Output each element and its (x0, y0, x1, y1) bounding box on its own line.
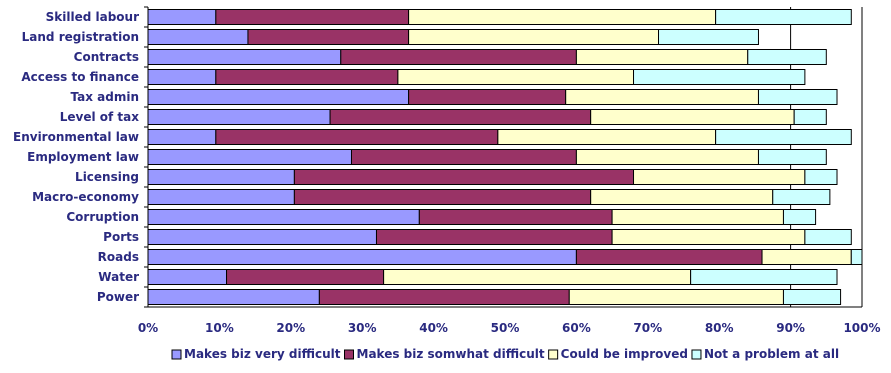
x-tick-label: 70% (633, 321, 662, 335)
bar-segment (340, 49, 577, 65)
x-tick-label: 10% (205, 321, 234, 335)
bar-segment (747, 49, 827, 65)
legend-swatch (344, 349, 354, 360)
category-label: Roads (98, 250, 139, 264)
bar-segment (147, 229, 377, 245)
category-label: Tax admin (70, 90, 139, 104)
category-label: Level of tax (60, 110, 140, 124)
bar-segment (147, 289, 320, 305)
legend-swatch (691, 349, 702, 360)
legend-label: Not a problem at all (704, 347, 839, 361)
x-tick-label: 80% (705, 321, 734, 335)
bar-segment (757, 149, 827, 165)
x-axis-tick-labels: 0% 10% 20% 30% 40% 50% 60% 70% 80% 90% 100% (138, 321, 881, 335)
bar-segment (147, 89, 410, 105)
bar-segment (611, 209, 784, 225)
legend: Makes biz very difficult Makes biz somwha… (171, 347, 839, 361)
bar-segment (147, 69, 217, 85)
bar-segment (147, 189, 295, 205)
category-label: Licensing (75, 170, 139, 184)
bar-segment (772, 189, 831, 205)
bar-segment (293, 189, 592, 205)
x-tick-label: 100% (843, 321, 880, 335)
bar-segment (215, 69, 399, 85)
category-labels: Skilled labour Land registration Contracts… (13, 10, 139, 304)
bars (147, 9, 863, 305)
bar-segment (318, 289, 570, 305)
x-tick-label: 50% (491, 321, 520, 335)
bar-segment (590, 189, 774, 205)
bar-segment (575, 249, 763, 265)
bar-segment (804, 229, 852, 245)
bar-segment (715, 129, 852, 145)
bar-segment (147, 129, 217, 145)
x-tick-label: 30% (348, 321, 377, 335)
bar-segment (293, 169, 635, 185)
bar-segment (633, 169, 806, 185)
bar-segment (715, 9, 852, 25)
legend-swatch (548, 349, 559, 360)
legend-label: Could be improved (561, 347, 688, 361)
category-label: Macro-economy (32, 190, 139, 204)
bar-segment (590, 109, 795, 125)
bar-segment (418, 209, 613, 225)
bar-segment (611, 229, 806, 245)
bar-segment (408, 9, 717, 25)
bar-segment (226, 269, 385, 285)
legend-label: Makes biz very difficult (184, 347, 341, 361)
bar-segment (329, 109, 592, 125)
bar-segment (690, 269, 838, 285)
x-tick-label: 0% (138, 321, 158, 335)
bar-segment (147, 249, 577, 265)
category-label: Access to finance (21, 70, 139, 84)
bar-segment (408, 89, 567, 105)
bar-segment (147, 209, 420, 225)
category-label: Environmental law (13, 130, 139, 144)
bar-segment (147, 49, 342, 65)
bar-segment (757, 89, 838, 105)
bar-segment (575, 49, 749, 65)
bar-segment (497, 129, 717, 145)
bar-segment (147, 149, 352, 165)
bar-segment (215, 9, 410, 25)
bar-segment (565, 89, 759, 105)
bar-segment (568, 289, 784, 305)
bar-segment (782, 209, 817, 225)
category-label: Skilled labour (46, 10, 139, 24)
bar-segment (575, 149, 759, 165)
bar-segment (658, 29, 759, 45)
bar-segment (850, 249, 863, 265)
category-label: Employment law (27, 150, 139, 164)
bar-segment (793, 109, 827, 125)
bar-segment (761, 249, 852, 265)
x-tick-label: 40% (419, 321, 448, 335)
bar-segment (408, 29, 660, 45)
bar-segment (147, 29, 249, 45)
category-label: Water (98, 270, 139, 284)
bar-segment (633, 69, 806, 85)
legend-swatch (171, 349, 182, 360)
bar-segment (147, 109, 331, 125)
bar-segment (804, 169, 838, 185)
x-tick-label: 60% (562, 321, 591, 335)
category-label: Land registration (22, 30, 139, 44)
bar-segment (215, 129, 499, 145)
category-label: Corruption (66, 210, 139, 224)
category-label: Ports (103, 230, 139, 244)
bar-segment (147, 9, 217, 25)
bar-segment (147, 169, 295, 185)
bar-segment (383, 269, 692, 285)
bar-segment (782, 289, 842, 305)
bar-segment (350, 149, 577, 165)
x-tick-label: 20% (276, 321, 305, 335)
bar-segment (397, 69, 635, 85)
legend-label: Makes biz somwhat difficult (357, 347, 545, 361)
bar-segment (147, 269, 228, 285)
category-label: Power (97, 290, 139, 304)
bar-segment (375, 229, 613, 245)
category-label: Contracts (74, 50, 139, 64)
bar-segment (247, 29, 410, 45)
x-tick-label: 90% (776, 321, 805, 335)
